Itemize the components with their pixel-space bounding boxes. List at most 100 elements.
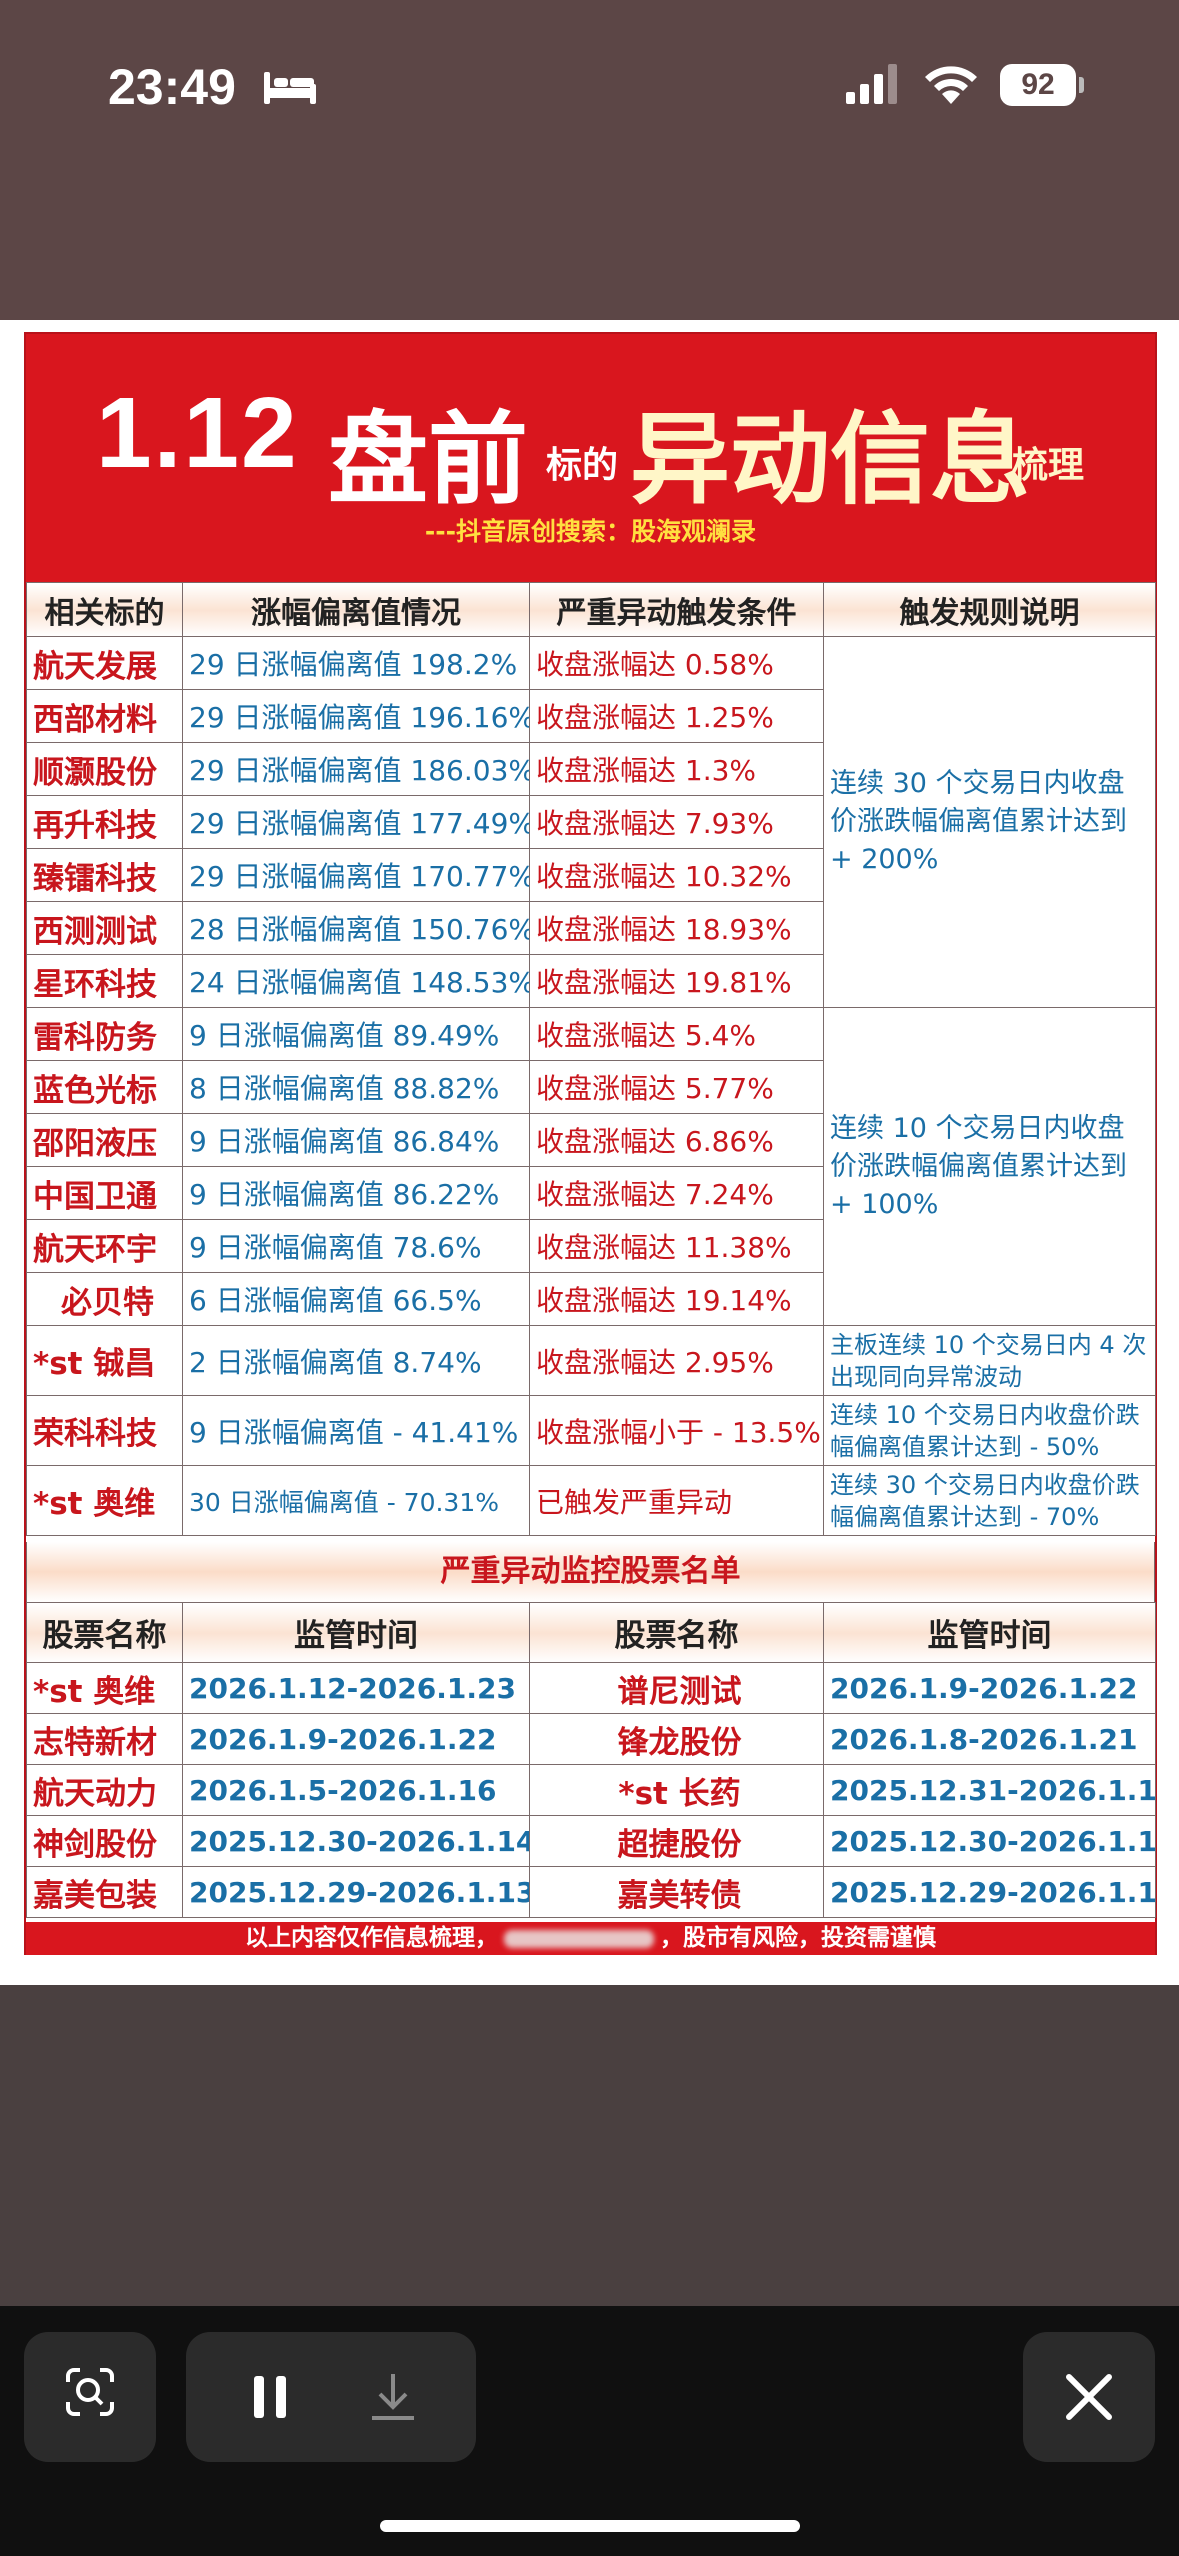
table-row: *st 奥维 30 日涨幅偏离值 - 70.31% 已触发严重异动 连续 30 …	[26, 1465, 1156, 1536]
condition-cell: 收盘涨幅达 5.77%	[529, 1060, 824, 1114]
deviation-cell: 29 日涨幅偏离值 198.2%	[182, 636, 530, 690]
condition-cell: 收盘涨幅达 1.3%	[529, 742, 824, 796]
monitor-period: 2026.1.9-2026.1.22	[182, 1713, 530, 1765]
monitor-period: 2025.12.29-2026.1.13	[182, 1866, 530, 1918]
stock-name: 西部材料	[26, 689, 183, 743]
stock-name: 蓝色光标	[26, 1060, 183, 1114]
redacted-text	[504, 1929, 654, 1948]
monitor-period: 2026.1.5-2026.1.16	[182, 1764, 530, 1816]
condition-cell: 收盘涨幅达 1.25%	[529, 689, 824, 743]
info-card: 1.12 盘前 标的 异动信息 梳理 ---抖音原创搜索：股海观澜录 相关标的 …	[24, 332, 1157, 1955]
bed-icon	[264, 72, 316, 104]
table-row: 志特新材 2026.1.9-2026.1.22 锋龙股份 2026.1.8-20…	[26, 1713, 1156, 1765]
home-indicator[interactable]	[380, 2520, 800, 2532]
table-row: 蓝色光标 8 日涨幅偏离值 88.82% 收盘涨幅达 5.77%	[26, 1060, 1156, 1114]
monitor-period: 2026.1.9-2026.1.22	[823, 1662, 1156, 1714]
condition-cell: 收盘涨幅达 5.4%	[529, 1007, 824, 1061]
banner-title: 异动信息	[630, 401, 1030, 518]
monitor-period: 2026.1.12-2026.1.23	[182, 1662, 530, 1714]
condition-cell: 收盘涨幅达 6.86%	[529, 1113, 824, 1167]
status-time: 23:49	[108, 59, 236, 115]
monitor-period: 2025.12.29-2026.1.13	[823, 1866, 1156, 1918]
monitor-period: 2025.12.30-2026.1.14	[182, 1815, 530, 1867]
stock-name: 嘉美包装	[26, 1866, 183, 1918]
table-row: 雷科防务 9 日涨幅偏离值 89.49% 收盘涨幅达 5.4% 连续 10 个交…	[26, 1007, 1156, 1326]
download-icon[interactable]	[366, 2370, 420, 2424]
table-row: 荣科科技 9 日涨幅偏离值 - 41.41% 收盘涨幅小于 - 13.5% 连续…	[26, 1395, 1156, 1466]
stock-name: *st 铖昌	[26, 1325, 183, 1396]
condition-cell: 收盘涨幅达 11.38%	[529, 1219, 824, 1273]
deviation-cell: 29 日涨幅偏离值 177.49%	[182, 795, 530, 849]
table-row: 臻镭科技 29 日涨幅偏离值 170.77% 收盘涨幅达 10.32%	[26, 848, 1156, 902]
table-row: *st 奥维 2026.1.12-2026.1.23 谱尼测试 2026.1.9…	[26, 1662, 1156, 1714]
banner-subtitle: ---抖音原创搜索：股海观澜录	[424, 517, 757, 546]
deviation-cell: 29 日涨幅偏离值 196.16%	[182, 689, 530, 743]
stock-name: 志特新材	[26, 1713, 183, 1765]
deviation-cell: 24 日涨幅偏离值 148.53%	[182, 954, 530, 1008]
table-row: 中国卫通 9 日涨幅偏离值 86.22% 收盘涨幅达 7.24%	[26, 1166, 1156, 1220]
stock-name: 航天动力	[26, 1764, 183, 1816]
header-cell: 涨幅偏离值情况	[182, 582, 530, 637]
stock-name: *st 长药	[529, 1764, 824, 1816]
table-row: 西测测试 28 日涨幅偏离值 150.76% 收盘涨幅达 18.93%	[26, 901, 1156, 955]
banner-small2: 梳理	[1012, 445, 1085, 486]
table-row: 顺灏股份 29 日涨幅偏离值 186.03% 收盘涨幅达 1.3%	[26, 742, 1156, 796]
disclaimer-left: 以上内容仅作信息梳理，	[245, 1925, 498, 1951]
table-row: 神剑股份 2025.12.30-2026.1.14 超捷股份 2025.12.3…	[26, 1815, 1156, 1867]
deviation-cell: 28 日涨幅偏离值 150.76%	[182, 901, 530, 955]
banner-date: 1.12	[96, 377, 299, 489]
table-row: 必贝特 6 日涨幅偏离值 66.5% 收盘涨幅达 19.14%	[26, 1272, 1156, 1326]
visual-lookup-icon	[66, 2368, 114, 2416]
deviation-cell: 6 日涨幅偏离值 66.5%	[182, 1272, 530, 1326]
stock-name: 中国卫通	[26, 1166, 183, 1220]
banner: 1.12 盘前 标的 异动信息 梳理 ---抖音原创搜索：股海观澜录	[26, 334, 1155, 582]
close-icon	[1066, 2374, 1112, 2420]
rule-cell: 连续 30 个交易日内收盘价跌幅偏离值累计达到 - 70%	[823, 1465, 1156, 1536]
rule-cell: 连续 10 个交易日内收盘价涨跌幅偏离值累计达到 + 100%	[823, 1007, 1156, 1326]
stock-name: 锋龙股份	[529, 1713, 824, 1765]
deviation-cell: 8 日涨幅偏离值 88.82%	[182, 1060, 530, 1114]
status-bar: 23:49 92	[0, 0, 1179, 320]
battery-icon: 92	[1000, 64, 1076, 106]
stock-name: 臻镭科技	[26, 848, 183, 902]
condition-cell: 收盘涨幅达 10.32%	[529, 848, 824, 902]
table-row: 星环科技 24 日涨幅偏离值 148.53% 收盘涨幅达 19.81%	[26, 954, 1156, 1008]
stock-name: 嘉美转债	[529, 1866, 824, 1918]
table-row: 再升科技 29 日涨幅偏离值 177.49% 收盘涨幅达 7.93%	[26, 795, 1156, 849]
table-row: 西部材料 29 日涨幅偏离值 196.16% 收盘涨幅达 1.25%	[26, 689, 1156, 743]
table-header-row: 相关标的 涨幅偏离值情况 严重异动触发条件 触发规则说明	[26, 582, 1156, 637]
deviation-cell: 9 日涨幅偏离值 89.49%	[182, 1007, 530, 1061]
condition-cell: 收盘涨幅达 2.95%	[529, 1325, 824, 1396]
condition-cell: 收盘涨幅达 19.14%	[529, 1272, 824, 1326]
condition-cell: 收盘涨幅达 0.58%	[529, 636, 824, 690]
cellular-signal-icon	[846, 64, 897, 104]
stock-name: 星环科技	[26, 954, 183, 1008]
table-row: 航天环宇 9 日涨幅偏离值 78.6% 收盘涨幅达 11.38%	[26, 1219, 1156, 1273]
disclaimer-footer: 以上内容仅作信息梳理， ，股市有风险，投资需谨慎	[26, 1922, 1155, 1955]
condition-cell: 收盘涨幅达 7.93%	[529, 795, 824, 849]
table-row: 邵阳液压 9 日涨幅偏离值 86.84% 收盘涨幅达 6.86%	[26, 1113, 1156, 1167]
table-row: 航天发展 29 日涨幅偏离值 198.2% 收盘涨幅达 0.58% 连续 30 …	[26, 636, 1156, 1008]
disclaimer-right: ，股市有风险，投资需谨慎	[660, 1925, 936, 1951]
header-cell: 股票名称	[529, 1602, 824, 1663]
table-row: 嘉美包装 2025.12.29-2026.1.13 嘉美转债 2025.12.2…	[26, 1866, 1156, 1918]
bottom-toolbar	[0, 2306, 1179, 2556]
pause-icon[interactable]	[246, 2372, 296, 2422]
visual-lookup-button[interactable]	[24, 2332, 156, 2462]
table-header-row: 股票名称 监管时间 股票名称 监管时间	[26, 1602, 1156, 1663]
deviation-cell: 9 日涨幅偏离值 86.84%	[182, 1113, 530, 1167]
header-cell: 股票名称	[26, 1602, 183, 1663]
image-viewer-background	[0, 1985, 1179, 2306]
condition-cell: 收盘涨幅小于 - 13.5%	[529, 1395, 824, 1466]
stock-name: 西测测试	[26, 901, 183, 955]
rule-cell: 连续 10 个交易日内收盘价跌幅偏离值累计达到 - 50%	[823, 1395, 1156, 1466]
deviation-cell: 2 日涨幅偏离值 8.74%	[182, 1325, 530, 1396]
stock-name: 必贝特	[26, 1272, 183, 1326]
header-cell: 监管时间	[182, 1602, 530, 1663]
table-row: 航天动力 2026.1.5-2026.1.16 *st 长药 2025.12.3…	[26, 1764, 1156, 1816]
close-button[interactable]	[1023, 2332, 1155, 2462]
condition-cell: 收盘涨幅达 7.24%	[529, 1166, 824, 1220]
condition-cell: 收盘涨幅达 19.81%	[529, 954, 824, 1008]
deviation-cell: 29 日涨幅偏离值 186.03%	[182, 742, 530, 796]
banner-pre: 盘前	[328, 401, 528, 518]
